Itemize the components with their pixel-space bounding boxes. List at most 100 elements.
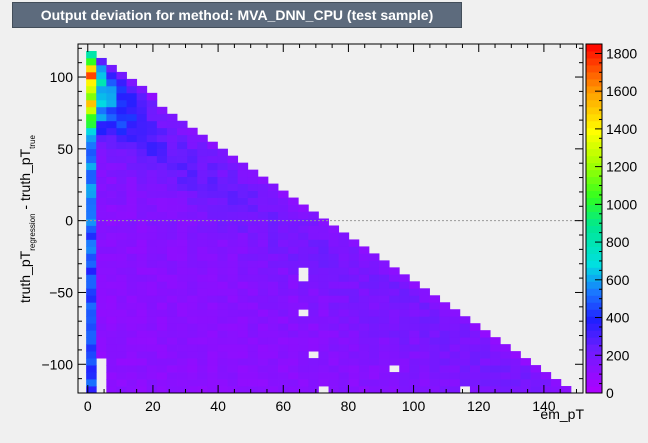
heatmap-cell: [247, 204, 259, 212]
heatmap-cell: [86, 281, 97, 289]
heatmap-cell: [257, 323, 269, 331]
palette-segment: [586, 120, 602, 129]
palette-segment: [586, 379, 602, 387]
heatmap-cell: [480, 351, 491, 359]
heatmap-cell: [278, 379, 289, 387]
heatmap-cell: [318, 379, 329, 387]
heatmap-cell: [237, 386, 249, 394]
heatmap-cell: [419, 330, 430, 338]
heatmap-cell: [136, 141, 148, 150]
heatmap-cell: [298, 302, 309, 310]
heatmap-cell: [207, 232, 218, 240]
heatmap-cell: [86, 309, 97, 317]
heatmap-cell: [298, 260, 309, 268]
heatmap-cell: [510, 379, 521, 387]
heatmap-cell: [106, 155, 117, 164]
heatmap-cell: [187, 204, 198, 212]
heatmap-cell: [399, 302, 410, 310]
heatmap-cell: [86, 204, 97, 212]
heatmap-cell: [217, 267, 228, 275]
heatmap-cell: [257, 379, 269, 387]
heatmap-cell: [358, 323, 370, 331]
heatmap-cell: [197, 344, 208, 352]
heatmap-cell: [540, 386, 552, 394]
heatmap-cell: [136, 246, 148, 254]
heatmap-cell: [146, 372, 158, 380]
heatmap-cell: [116, 386, 127, 394]
heatmap-cell: [399, 316, 410, 324]
heatmap-cell: [197, 330, 208, 338]
chart-title: Output deviation for method: MVA_DNN_CPU…: [12, 2, 462, 28]
heatmap-cell: [520, 379, 531, 387]
heatmap-cell: [86, 211, 97, 219]
heatmap-cell: [126, 309, 138, 317]
heatmap-cell: [187, 246, 198, 254]
heatmap-cell: [318, 253, 329, 261]
heatmap-cell: [136, 85, 148, 94]
heatmap-cell: [156, 141, 168, 150]
palette-segment: [586, 386, 602, 394]
heatmap-cell: [177, 120, 188, 129]
heatmap-cell: [116, 225, 127, 233]
heatmap-cell: [298, 246, 309, 254]
heatmap-cell: [530, 386, 542, 394]
heatmap-cell: [510, 358, 521, 366]
heatmap-cell: [379, 267, 390, 275]
heatmap-cell: [96, 92, 107, 101]
heatmap-cell: [96, 120, 107, 129]
heatmap-cell: [247, 267, 259, 275]
heatmap-cell: [298, 225, 309, 233]
heatmap-cell: [156, 344, 168, 352]
heatmap-cell: [247, 176, 259, 184]
heatmap-cell: [459, 323, 471, 331]
heatmap-cell: [409, 365, 420, 373]
heatmap-cell: [439, 323, 451, 331]
heatmap-cell: [166, 267, 178, 275]
heatmap-cell: [156, 274, 168, 282]
heatmap-cell: [348, 337, 360, 345]
heatmap-cell: [146, 106, 158, 115]
heatmap-cell: [257, 351, 269, 359]
heatmap-cell: [308, 232, 319, 240]
heatmap-cell: [177, 386, 188, 394]
heatmap-cell: [166, 225, 178, 233]
heatmap-cell: [116, 372, 127, 380]
heatmap-cell: [96, 253, 107, 261]
heatmap-cell: [177, 169, 188, 178]
heatmap-cell: [187, 274, 198, 282]
heatmap-cell: [338, 267, 350, 275]
heatmap-cell: [338, 358, 350, 366]
heatmap-cell: [197, 148, 208, 157]
heatmap-cell: [217, 239, 228, 247]
heatmap-cell: [247, 344, 259, 352]
heatmap-cell: [419, 295, 430, 303]
heatmap-cell: [126, 99, 138, 108]
palette-segment: [586, 190, 602, 199]
heatmap-cell: [197, 162, 208, 171]
heatmap-cell: [136, 316, 148, 324]
heatmap-cell: [166, 169, 178, 178]
heatmap-cell: [86, 316, 97, 324]
heatmap-cell: [187, 372, 198, 380]
heatmap-cell: [318, 330, 329, 338]
heatmap-cell: [136, 204, 148, 212]
heatmap-cell: [449, 330, 461, 338]
heatmap-cell: [348, 330, 360, 338]
heatmap-cell: [177, 183, 188, 191]
heatmap-cell: [187, 302, 198, 310]
palette-segment: [586, 162, 602, 171]
heatmap-cell: [379, 323, 390, 331]
heatmap-cell: [490, 379, 501, 387]
heatmap-cell: [197, 232, 208, 240]
heatmap-cell: [368, 309, 380, 317]
heatmap-cell: [257, 274, 269, 282]
heatmap-cell: [96, 288, 107, 296]
palette-segment: [586, 323, 602, 331]
heatmap-cell: [116, 183, 127, 191]
heatmap-cell: [136, 274, 148, 282]
heatmap-cell: [247, 246, 259, 254]
heatmap-cell: [358, 330, 370, 338]
heatmap-cell: [449, 337, 461, 345]
heatmap-cell: [146, 197, 158, 205]
